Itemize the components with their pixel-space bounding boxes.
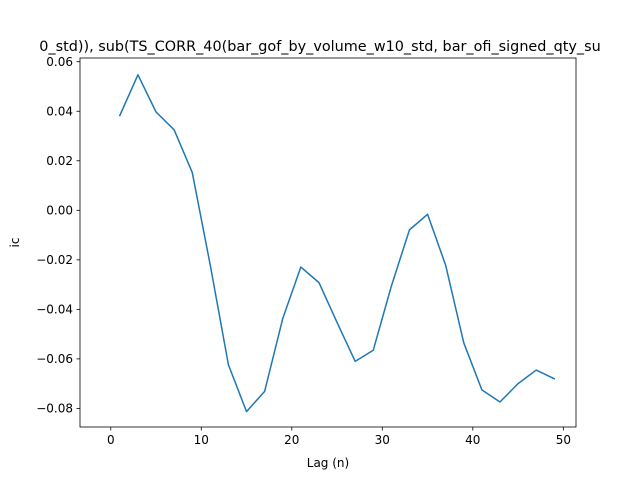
x-tick-label: 10 (194, 433, 209, 447)
y-axis-label: ic (8, 238, 22, 248)
x-tick-label: 40 (465, 433, 480, 447)
y-tick-label: 0.04 (46, 105, 73, 119)
y-tick-label: −0.06 (36, 352, 73, 366)
y-tick-label: 0.06 (46, 55, 73, 69)
series-line-0 (118, 74, 556, 413)
y-tick-label: −0.04 (36, 303, 73, 317)
axes-frame (79, 57, 577, 428)
x-tick-label: 0 (107, 433, 115, 447)
x-axis-label: Lag (n) (307, 456, 349, 470)
x-tick-label: 50 (556, 433, 571, 447)
plot-area: 0 10 20 30 40 50 −0.08 −0.06 −0.04 −0.02 0.00 0.02 0… (36, 55, 577, 447)
chart-title: 0_std)), sub(TS_CORR_40(bar_gof_by_volum… (39, 39, 600, 55)
y-tick-label: −0.02 (36, 253, 73, 267)
y-tick-label: 0.00 (46, 204, 73, 218)
y-tick-label: −0.08 (36, 402, 73, 416)
x-tick-label: 20 (284, 433, 299, 447)
x-tick-label: 30 (375, 433, 390, 447)
y-tick-label: 0.02 (46, 154, 73, 168)
